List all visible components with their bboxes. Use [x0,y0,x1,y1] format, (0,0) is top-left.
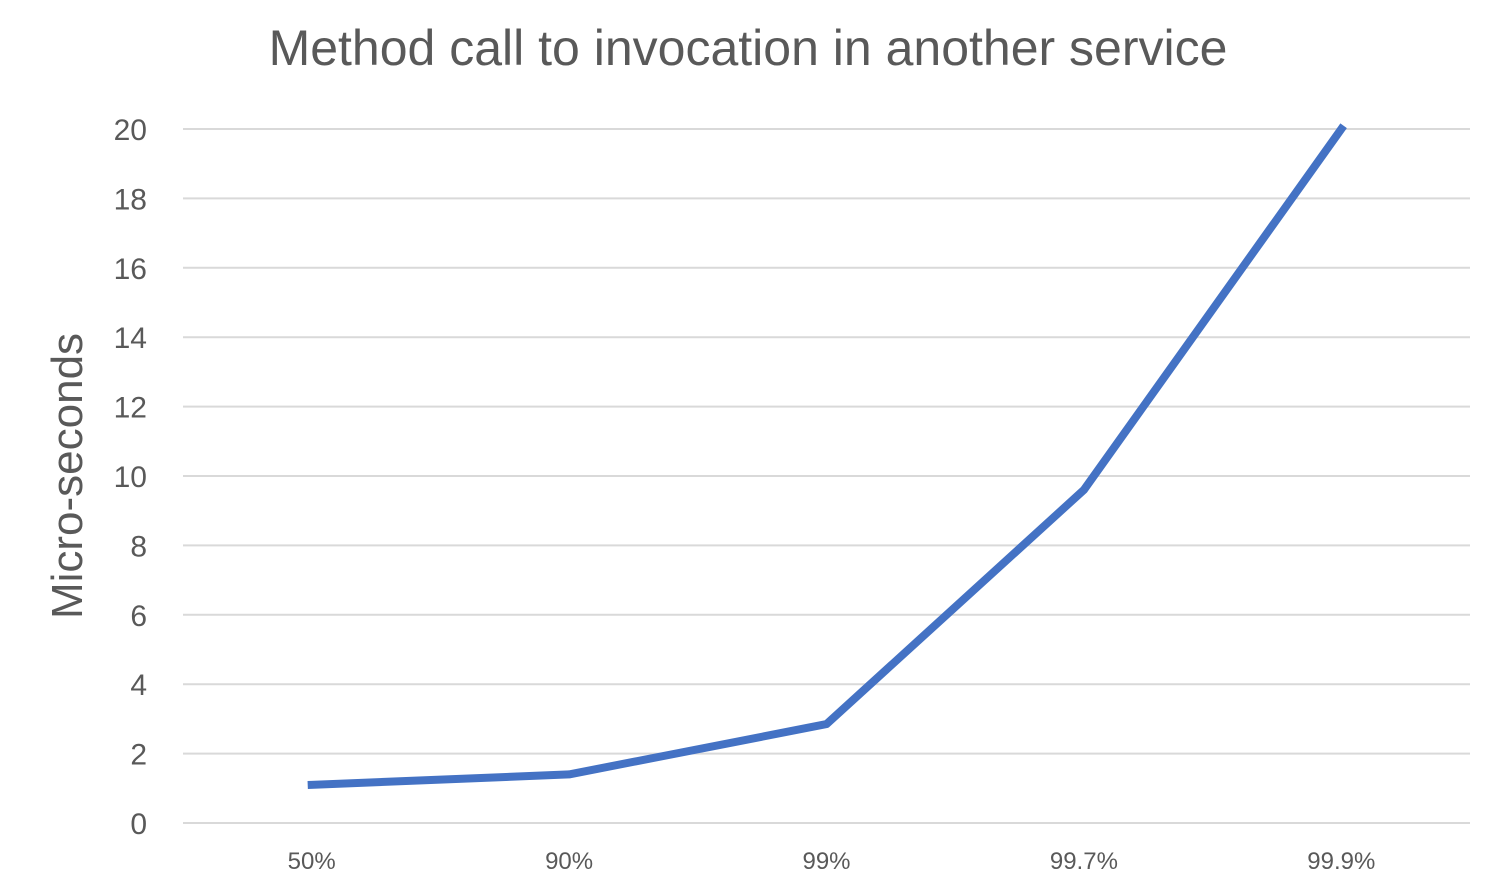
x-tick-label-2: 99% [802,848,850,875]
y-tick-label-9: 18 [114,183,147,216]
x-axis-ticks: 50% 90% 99% 99.7% 99.9% [288,848,1376,875]
series-line-0 [307,123,1347,789]
series-point-0-3 [1080,486,1088,494]
y-axis-label: Micro-seconds [43,333,92,619]
y-tick-label-3: 6 [130,600,147,633]
y-axis-ticks: 0 2 4 6 8 10 12 14 16 18 20 [114,114,147,841]
y-tick-label-10: 20 [114,114,147,147]
chart-title: Method call to invocation in another ser… [269,20,1228,76]
series-point-0-4 [1337,125,1345,133]
y-tick-label-4: 8 [130,530,147,563]
y-tick-label-7: 14 [114,322,147,355]
x-tick-label-1: 90% [545,848,593,875]
y-tick-label-6: 12 [114,392,147,425]
y-tick-label-2: 4 [130,669,147,702]
y-tick-label-5: 10 [114,461,147,494]
series-point-0-2 [823,720,831,728]
series-point-0-1 [565,770,573,778]
y-tick-label-8: 16 [114,253,147,286]
x-tick-label-3: 99.7% [1050,848,1118,875]
x-tick-label-4: 99.9% [1307,848,1375,875]
y-tick-label-0: 0 [130,808,147,841]
series-group [307,123,1347,789]
series-point-0-0 [308,781,316,789]
y-tick-label-1: 2 [130,739,147,772]
x-tick-label-0: 50% [288,848,336,875]
gridlines [183,128,1470,824]
